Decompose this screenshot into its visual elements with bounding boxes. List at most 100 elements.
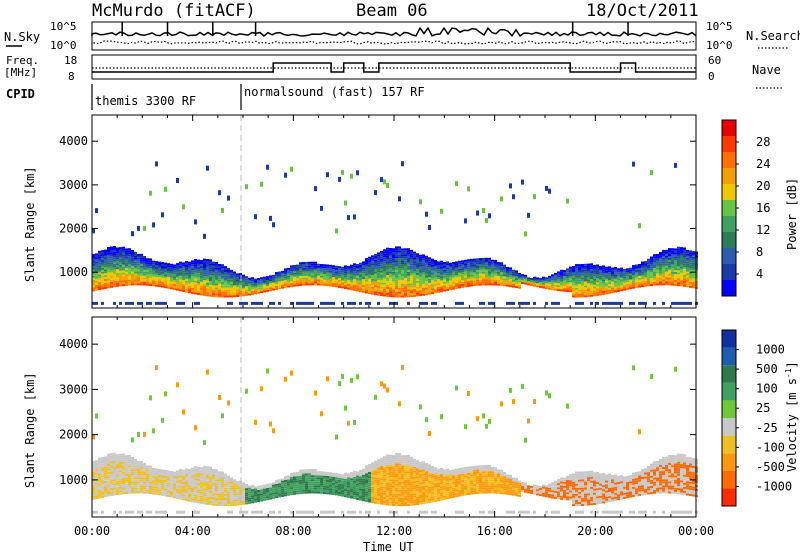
velocity-cell xyxy=(329,487,332,489)
power-cell xyxy=(131,264,134,266)
velocity-cell xyxy=(365,473,368,475)
nave-label: Nave xyxy=(752,63,781,77)
power-cell xyxy=(122,253,125,255)
velocity-cell xyxy=(173,480,176,482)
power-cell xyxy=(647,276,650,278)
power-cell xyxy=(614,279,617,281)
velocity-cell xyxy=(377,500,380,502)
power-cell xyxy=(311,277,314,279)
velocity-cell xyxy=(371,462,374,464)
power-cell xyxy=(305,264,308,266)
freq-unit: [MHz] xyxy=(4,66,37,79)
velocity-cell xyxy=(128,484,131,486)
power-cell xyxy=(668,252,671,254)
power-cell xyxy=(677,280,680,282)
power-cell xyxy=(560,278,563,280)
power-cell xyxy=(605,281,608,283)
power-cell xyxy=(179,287,182,289)
power-cell xyxy=(341,273,344,275)
power-cell xyxy=(434,270,437,272)
velocity-cell xyxy=(98,466,101,468)
power-cell xyxy=(347,280,350,282)
power-cell xyxy=(194,283,197,285)
power-cell xyxy=(131,258,134,260)
power-cell xyxy=(374,190,377,195)
power-cell xyxy=(674,252,677,254)
velocity-cell xyxy=(194,499,197,501)
power-cell xyxy=(563,278,566,280)
power-cell xyxy=(605,287,608,289)
power-cell xyxy=(212,283,215,285)
power-cell xyxy=(353,277,356,279)
velocity-cell xyxy=(329,480,332,482)
power-cell xyxy=(653,268,656,270)
velocity-cell xyxy=(365,475,368,477)
velocity-cell xyxy=(392,459,395,461)
velocity-cell xyxy=(161,478,164,480)
power-cell xyxy=(662,272,665,274)
power-cell xyxy=(548,280,551,282)
power-cell xyxy=(401,254,404,256)
power-cell xyxy=(398,294,401,296)
velocity-cell xyxy=(347,476,350,478)
power-cell xyxy=(323,270,326,272)
velocity-cell xyxy=(386,497,389,499)
power-cell xyxy=(479,302,482,305)
power-cell xyxy=(368,261,371,263)
velocity-cell xyxy=(212,497,215,499)
velocity-cell xyxy=(158,471,161,473)
power-cell xyxy=(608,290,611,292)
power-cell xyxy=(575,268,578,270)
power-cell xyxy=(581,272,584,274)
power-cell xyxy=(413,258,416,260)
power-cell xyxy=(359,273,362,275)
power-cell xyxy=(422,272,425,274)
power-cell xyxy=(629,302,632,305)
power-cell xyxy=(398,296,401,298)
power-cell xyxy=(608,282,611,284)
power-cell xyxy=(407,248,410,250)
velocity-cell xyxy=(227,504,230,506)
power-cell xyxy=(467,267,470,269)
velocity-cell xyxy=(149,511,152,514)
velocity-cell xyxy=(269,495,272,497)
velocity-cell xyxy=(197,471,200,473)
velocity-cell xyxy=(116,485,119,487)
velocity-cell xyxy=(176,473,179,475)
power-cell xyxy=(278,272,281,274)
velocity-cell xyxy=(308,511,311,514)
power-cell xyxy=(545,285,548,287)
power-cell xyxy=(413,289,416,291)
power-cell xyxy=(617,290,620,292)
power-cell xyxy=(473,282,476,284)
velocity-cell xyxy=(407,502,410,504)
velocity-cell xyxy=(137,432,140,437)
velocity-cell xyxy=(179,483,182,485)
velocity-cell xyxy=(98,462,101,464)
velocity-cell xyxy=(317,481,320,483)
velocity-cell xyxy=(308,485,311,487)
power-cell xyxy=(428,267,431,269)
power-cell xyxy=(638,278,641,280)
power-cell xyxy=(347,276,350,278)
power-cell xyxy=(518,275,521,277)
velocity-cell xyxy=(365,492,368,494)
power-cell xyxy=(95,253,98,255)
velocity-cell xyxy=(377,502,380,504)
power-cell xyxy=(599,280,602,282)
power-cell xyxy=(617,288,620,290)
power-cell xyxy=(209,281,212,283)
power-cell xyxy=(356,270,359,272)
power-cell xyxy=(350,269,353,271)
power-cell xyxy=(296,302,299,305)
power-cell xyxy=(155,277,158,279)
power-cell xyxy=(362,285,365,287)
power-colorbar-swatch xyxy=(722,248,736,264)
power-cell xyxy=(389,276,392,278)
power-cell xyxy=(338,272,341,274)
power-cell xyxy=(131,302,134,305)
velocity-cell xyxy=(119,511,122,514)
velocity-cell xyxy=(218,500,221,502)
power-cell xyxy=(299,270,302,272)
power-cell xyxy=(389,258,392,260)
